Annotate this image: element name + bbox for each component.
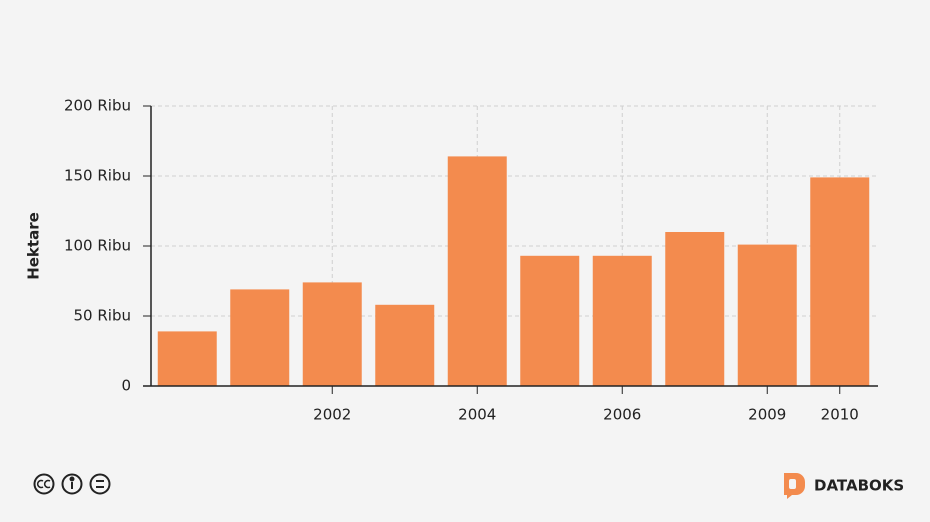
bar: [665, 232, 725, 386]
bar: [447, 156, 507, 386]
bar: [810, 177, 870, 386]
y-tick-label: 100 Ribu: [64, 237, 131, 255]
brand-name: DATABOKS: [814, 477, 904, 495]
license-icons: [33, 473, 111, 495]
x-tick-label: 2006: [603, 406, 641, 424]
x-tick-label: 2002: [313, 406, 351, 424]
bar: [520, 255, 580, 386]
bar: [157, 331, 217, 386]
bar: [302, 282, 362, 386]
bars: [157, 156, 870, 386]
x-tick-label: 2004: [458, 406, 496, 424]
bar: [375, 304, 435, 386]
y-tick-label: 150 Ribu: [64, 167, 131, 185]
bar: [592, 255, 652, 386]
x-tick-label: 2010: [821, 406, 859, 424]
x-tick-label: 2009: [748, 406, 786, 424]
y-tick-label: 200 Ribu: [64, 97, 131, 115]
bar: [230, 289, 290, 386]
bar: [737, 244, 797, 386]
brand-logo-inner: [789, 479, 796, 489]
y-tick-label: 50 Ribu: [74, 307, 131, 325]
y-axis-label: Hektare: [25, 212, 43, 280]
axes: 0 50 Ribu 100 Ribu 150 Ribu 200 Ribu 2002 2004…: [64, 97, 878, 424]
y-tick-label: 0: [121, 377, 131, 395]
